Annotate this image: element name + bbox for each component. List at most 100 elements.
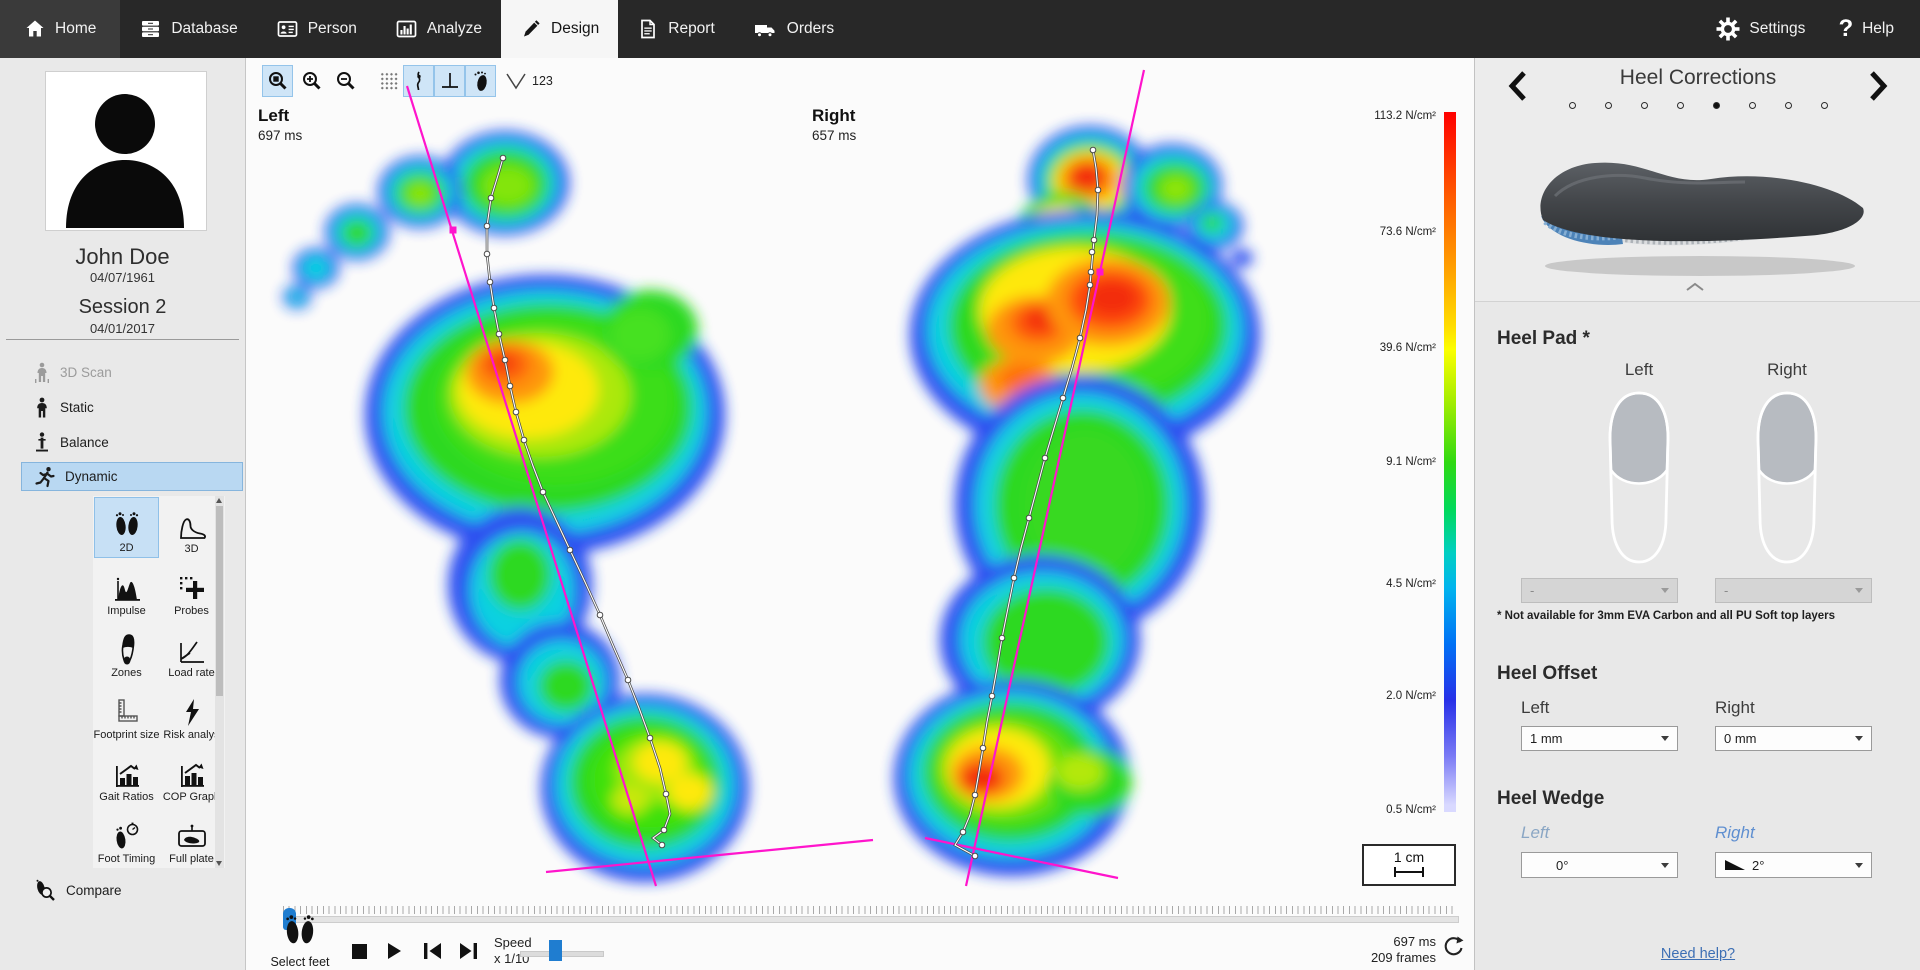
carousel-prev-button[interactable] xyxy=(1505,70,1531,107)
heel-pad-right-insole-shape[interactable] xyxy=(1753,390,1821,566)
carousel-next-button[interactable] xyxy=(1865,70,1891,107)
tool-risk-analysis[interactable]: Risk analys xyxy=(159,683,224,744)
tab-report[interactable]: Report xyxy=(618,0,734,58)
heel-offset-left-dropdown[interactable]: 1 mm xyxy=(1521,726,1678,751)
tool-zones[interactable]: Zones xyxy=(94,621,159,682)
page-dot[interactable] xyxy=(1676,102,1684,109)
tool-impulse[interactable]: Impulse xyxy=(94,559,159,620)
sidebar-item-balance[interactable]: Balance xyxy=(21,428,243,457)
tool-label: Full plate xyxy=(169,853,214,865)
sidebar-item-static[interactable]: Static xyxy=(21,393,243,422)
heel-pad-left-insole-shape[interactable] xyxy=(1605,390,1673,566)
zoom-window-button[interactable] xyxy=(262,65,293,97)
static-person-icon xyxy=(37,397,47,417)
angle-tool-button[interactable] xyxy=(500,65,531,97)
scale-ruler-box: 1 cm xyxy=(1362,844,1456,886)
speed-slider-handle[interactable] xyxy=(549,940,562,961)
tool-footprint-size[interactable]: Footprint size xyxy=(93,683,160,744)
heel-wedge-left-dropdown[interactable]: 0° xyxy=(1521,852,1678,878)
tool-label: Load rate xyxy=(168,667,215,679)
session-title[interactable]: Session 2 xyxy=(78,296,167,318)
wedge-icon xyxy=(1725,860,1745,870)
heel-wedge-right-dropdown[interactable]: 2° xyxy=(1715,852,1872,878)
heel-pad-left-dropdown[interactable]: - xyxy=(1521,578,1678,603)
select-feet-button[interactable]: Select feet xyxy=(270,910,330,969)
heel-pad-note: * Not available for 3mm EVA Carbon and a… xyxy=(1497,610,1836,622)
play-icon xyxy=(388,943,401,959)
scroll-down-arrow[interactable] xyxy=(216,861,222,866)
right-cop-trajectory xyxy=(953,146,1102,860)
page-dot[interactable] xyxy=(1640,102,1648,109)
dropdown-value: - xyxy=(1530,583,1535,598)
skip-start-icon xyxy=(424,943,441,959)
tool-load-rate[interactable]: Load rate xyxy=(159,621,224,682)
next-frame-button[interactable] xyxy=(460,943,477,964)
foot-sensors-toggle[interactable] xyxy=(465,65,496,97)
scale-tick-label: 39.6 N/cm² xyxy=(1379,342,1436,354)
patient-photo[interactable] xyxy=(45,71,207,231)
sidebar-item-compare[interactable]: Compare xyxy=(21,876,243,905)
tab-person[interactable]: Person xyxy=(257,0,376,58)
gait-ratios-chart-icon xyxy=(115,764,139,787)
stop-button[interactable] xyxy=(352,944,367,964)
dropdown-arrow-icon xyxy=(1661,736,1669,741)
play-button[interactable] xyxy=(388,943,401,964)
tab-analyze[interactable]: Analyze xyxy=(376,0,501,58)
sidebar-item-label: Compare xyxy=(66,883,122,898)
tab-database[interactable]: Database xyxy=(120,0,256,58)
tool-cop-graph[interactable]: COP Graph xyxy=(159,745,224,806)
page-dot-active[interactable] xyxy=(1712,102,1720,109)
footprint-heatmap-canvas[interactable] xyxy=(246,58,1474,970)
design-pencil-icon xyxy=(524,20,540,37)
heel-offset-right-dropdown[interactable]: 0 mm xyxy=(1715,726,1872,751)
axes-toggle[interactable] xyxy=(434,65,465,97)
tab-orders[interactable]: Orders xyxy=(734,0,853,58)
full-plate-icon xyxy=(177,824,206,847)
left-axis-marker[interactable] xyxy=(449,226,457,234)
previous-frame-button[interactable] xyxy=(424,943,441,964)
tool-2d[interactable]: 2D xyxy=(94,497,159,558)
numbers-toggle[interactable]: 123 xyxy=(532,74,553,88)
page-dot[interactable] xyxy=(1604,102,1612,109)
left-foot-axis-lines[interactable] xyxy=(405,85,874,887)
tool-label: Gait Ratios xyxy=(99,791,154,803)
zoom-out-button[interactable] xyxy=(330,65,361,97)
tool-probes[interactable]: Probes xyxy=(159,559,224,620)
page-dot[interactable] xyxy=(1820,102,1828,109)
scrollbar-thumb[interactable] xyxy=(216,506,223,696)
tab-home[interactable]: Home xyxy=(0,0,121,58)
right-axis-marker[interactable] xyxy=(1096,268,1104,276)
foot-timing-icon xyxy=(115,822,138,849)
sidebar-item-3d-scan[interactable]: 3D Scan xyxy=(21,358,243,387)
tool-label: Probes xyxy=(174,605,209,617)
carousel-pagination[interactable] xyxy=(1475,102,1920,109)
cop-graph-chart-icon xyxy=(180,763,204,787)
help-button[interactable]: ? Help xyxy=(1819,0,1920,58)
scroll-up-arrow[interactable] xyxy=(216,498,222,503)
page-dot[interactable] xyxy=(1784,102,1792,109)
grid-toggle-button[interactable] xyxy=(374,65,405,97)
tool-full-plate[interactable]: Full plate xyxy=(159,807,224,868)
settings-button[interactable]: Settings xyxy=(1697,0,1819,58)
page-dot[interactable] xyxy=(1568,102,1576,109)
tab-design[interactable]: Design xyxy=(501,0,619,58)
tool-grid-scrollbar[interactable] xyxy=(215,496,224,868)
sidebar-item-dynamic[interactable]: Dynamic xyxy=(21,462,243,491)
heel-pad-right-dropdown[interactable]: - xyxy=(1715,578,1872,603)
dynamic-tool-grid: 2D 3D Impulse Probes Zones Load rate xyxy=(93,496,225,868)
left-foot-label: Left xyxy=(258,106,290,125)
timeline-track[interactable] xyxy=(283,916,1459,923)
tool-gait-ratios[interactable]: Gait Ratios xyxy=(94,745,159,806)
page-dot[interactable] xyxy=(1748,102,1756,109)
question-mark-icon: ? xyxy=(1838,15,1854,42)
speed-slider-track[interactable] xyxy=(520,951,604,957)
right-foot-axis-lines[interactable] xyxy=(924,69,1146,887)
settings-label: Settings xyxy=(1749,20,1806,37)
tool-3d[interactable]: 3D xyxy=(159,497,224,558)
loop-button[interactable] xyxy=(1442,934,1466,963)
heel-pad-heading: Heel Pad * xyxy=(1497,328,1590,349)
zoom-in-button[interactable] xyxy=(296,65,327,97)
collapse-chevron-up-icon[interactable] xyxy=(1685,282,1705,292)
tool-foot-timing[interactable]: Foot Timing xyxy=(94,807,159,868)
need-help-link[interactable]: Need help? xyxy=(1660,946,1736,962)
